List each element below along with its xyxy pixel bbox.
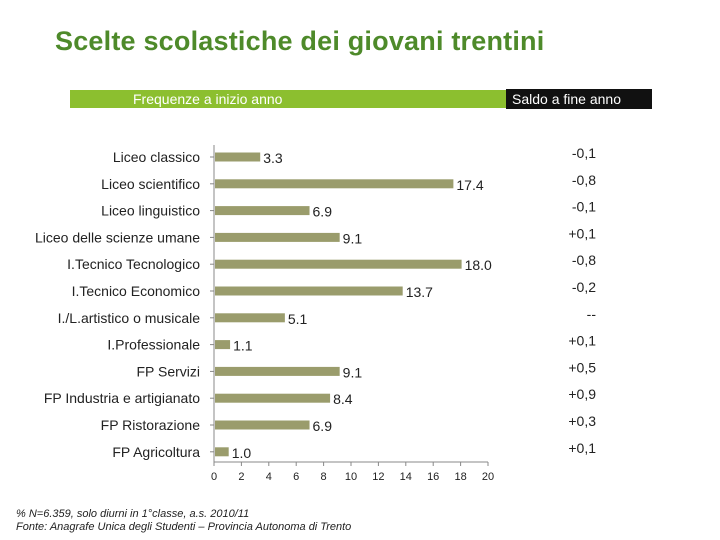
category-label: FP Ristorazione bbox=[101, 417, 201, 433]
category-label: I./L.artistico o musicale bbox=[58, 310, 201, 326]
saldo-label: +0,1 bbox=[568, 225, 596, 241]
saldo-label: +0,1 bbox=[568, 440, 596, 456]
saldo-label: -0,8 bbox=[572, 252, 596, 268]
bar bbox=[215, 420, 310, 430]
x-tick-label: 6 bbox=[293, 471, 299, 483]
bar-value-label: 3.3 bbox=[263, 150, 283, 166]
x-tick-label: 16 bbox=[427, 471, 439, 483]
x-tick-label: 12 bbox=[372, 471, 384, 483]
category-label: Liceo classico bbox=[113, 149, 200, 165]
bar-value-label: 13.7 bbox=[406, 284, 433, 300]
bar-value-label: 9.1 bbox=[343, 364, 363, 380]
bar bbox=[215, 232, 340, 242]
bar bbox=[215, 447, 229, 457]
bar bbox=[215, 206, 310, 216]
saldo-label: -0,1 bbox=[572, 199, 596, 215]
bar bbox=[215, 286, 403, 296]
bar-value-label: 1.1 bbox=[233, 338, 253, 354]
bar bbox=[215, 340, 231, 350]
saldo-label: -0,2 bbox=[572, 279, 596, 295]
x-tick-label: 0 bbox=[211, 471, 217, 483]
bar bbox=[215, 259, 462, 269]
category-label: I.Tecnico Tecnologico bbox=[67, 256, 200, 272]
page-title: Scelte scolastiche dei giovani trentini bbox=[55, 26, 545, 56]
header-frequenze-label: Frequenze a inizio anno bbox=[133, 91, 283, 107]
x-tick-label: 18 bbox=[454, 471, 466, 483]
bar-chart: Liceo classico 3.3 -0,1 Liceo scientifico 17… bbox=[35, 145, 597, 483]
footnote-sample: % N=6.359, solo diurni in 1°classe, a.s.… bbox=[16, 508, 250, 520]
x-tick-label: 20 bbox=[482, 471, 494, 483]
bar-value-label: 5.1 bbox=[288, 311, 308, 327]
bar bbox=[215, 393, 331, 403]
saldo-label: -0,8 bbox=[572, 172, 596, 188]
x-tick-label: 14 bbox=[400, 471, 412, 483]
category-label: FP Industria e artigianato bbox=[44, 390, 200, 406]
bar-value-label: 6.9 bbox=[313, 204, 333, 220]
saldo-label: -0,1 bbox=[572, 145, 596, 161]
saldo-label: -- bbox=[587, 306, 597, 322]
bar-value-label: 18.0 bbox=[465, 257, 492, 273]
bar-value-label: 6.9 bbox=[313, 418, 333, 434]
bar-value-label: 1.0 bbox=[232, 445, 252, 461]
x-tick-label: 8 bbox=[321, 471, 327, 483]
category-label: I.Professionale bbox=[107, 337, 200, 353]
saldo-label: +0,3 bbox=[568, 413, 596, 429]
bar bbox=[215, 313, 285, 323]
bar-value-label: 17.4 bbox=[456, 177, 483, 193]
category-label: Liceo scientifico bbox=[101, 176, 200, 192]
category-label: FP Servizi bbox=[136, 363, 200, 379]
bar bbox=[215, 179, 454, 189]
category-label: I.Tecnico Economico bbox=[72, 283, 201, 299]
saldo-label: +0,1 bbox=[568, 333, 596, 349]
category-label: Liceo delle scienze umane bbox=[35, 229, 200, 245]
saldo-label: +0,5 bbox=[568, 359, 596, 375]
footnote-source: Fonte: Anagrafe Unica degli Studenti – P… bbox=[16, 521, 352, 533]
header-saldo-label: Saldo a fine anno bbox=[506, 89, 652, 109]
bar bbox=[215, 152, 261, 162]
saldo-label: +0,9 bbox=[568, 386, 596, 402]
x-tick-label: 4 bbox=[266, 471, 272, 483]
bar bbox=[215, 366, 340, 376]
category-label: Liceo linguistico bbox=[101, 203, 200, 219]
x-tick-label: 2 bbox=[238, 471, 244, 483]
bar-value-label: 8.4 bbox=[333, 391, 353, 407]
bar-value-label: 9.1 bbox=[343, 230, 363, 246]
x-tick-label: 10 bbox=[345, 471, 357, 483]
category-label: FP Agricoltura bbox=[112, 444, 200, 460]
